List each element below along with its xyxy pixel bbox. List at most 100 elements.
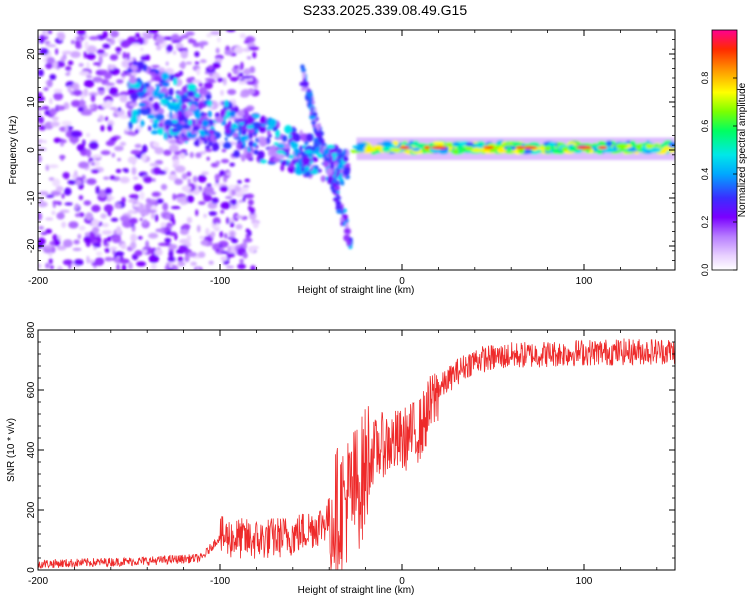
ridge-blob xyxy=(187,83,197,92)
noise-blob xyxy=(76,143,85,152)
ridge-blob xyxy=(337,162,344,170)
snr-y-tick-label: 200 xyxy=(26,501,37,518)
noise-blob xyxy=(65,72,71,76)
carrier-blob xyxy=(365,144,373,149)
noise-blob xyxy=(129,209,136,214)
noise-blob xyxy=(252,222,259,229)
noise-blob xyxy=(197,174,207,183)
noise-blob xyxy=(235,223,243,230)
noise-blob xyxy=(154,248,163,256)
noise-blob xyxy=(199,59,207,63)
noise-blob xyxy=(194,51,200,58)
ridge-blob xyxy=(148,96,153,102)
noise-blob xyxy=(230,205,238,210)
ridge-blob xyxy=(189,104,197,111)
noise-blob xyxy=(95,251,103,256)
noise-blob xyxy=(208,260,214,265)
noise-blob xyxy=(227,72,232,78)
ridge-blob xyxy=(159,92,166,97)
noise-blob xyxy=(164,237,172,243)
noise-blob xyxy=(41,105,50,110)
noise-blob xyxy=(220,250,230,254)
noise-blob xyxy=(79,99,85,108)
carrier-blob xyxy=(544,146,551,152)
noise-blob xyxy=(56,245,67,251)
noise-blob xyxy=(120,39,131,48)
noise-blob xyxy=(146,209,157,213)
ridge-blob xyxy=(222,141,232,149)
noise-blob xyxy=(72,247,82,251)
noise-blob xyxy=(80,110,92,116)
ridge-blob xyxy=(207,141,214,147)
carrier-blob xyxy=(645,143,654,149)
noise-blob xyxy=(100,213,107,219)
ridge-blob xyxy=(130,93,139,101)
noise-blob xyxy=(75,179,82,186)
ridge-blob xyxy=(186,90,195,98)
noise-blob xyxy=(246,80,256,85)
ridge-blob xyxy=(214,116,224,123)
noise-blob xyxy=(90,169,100,174)
branch-blob xyxy=(307,88,311,93)
ridge-blob xyxy=(169,110,173,120)
noise-blob xyxy=(212,217,221,225)
noise-blob xyxy=(167,256,176,263)
carrier-peak-blob xyxy=(597,145,608,150)
noise-blob xyxy=(134,128,139,134)
noise-blob xyxy=(170,206,181,210)
ridge-blob xyxy=(147,102,154,108)
noise-blob xyxy=(74,213,81,218)
ridge-blob xyxy=(157,107,165,115)
noise-blob xyxy=(163,149,172,156)
noise-blob xyxy=(64,125,69,133)
noise-blob xyxy=(239,258,244,264)
noise-blob xyxy=(97,87,105,91)
ridge-blob xyxy=(164,124,170,131)
noise-blob xyxy=(70,39,75,45)
noise-blob xyxy=(71,83,78,90)
noise-blob xyxy=(168,231,178,237)
noise-blob xyxy=(116,263,120,270)
ridge-blob xyxy=(276,149,284,155)
noise-blob xyxy=(186,234,191,243)
noise-blob xyxy=(151,191,160,197)
ridge-blob xyxy=(194,93,200,98)
noise-blob xyxy=(237,180,242,184)
colorbar: 0.0 0.2 0.4 0.6 0.8 Normalized spectral ampl… xyxy=(700,29,748,276)
noise-blob xyxy=(121,60,129,68)
noise-blob xyxy=(224,50,233,56)
noise-blob xyxy=(86,255,90,264)
noise-blob xyxy=(108,87,119,96)
ridge-blob xyxy=(138,102,147,107)
noise-blob xyxy=(83,79,95,88)
noise-blob xyxy=(150,263,157,270)
carrier-peak-blob xyxy=(523,145,538,150)
noise-blob xyxy=(105,242,110,248)
ridge-blob xyxy=(128,76,137,85)
ridge-blob xyxy=(136,108,141,117)
carrier-blob xyxy=(389,147,402,153)
noise-blob xyxy=(75,40,81,49)
branch-blob xyxy=(331,179,337,184)
noise-blob xyxy=(114,251,125,257)
noise-blob xyxy=(226,252,236,258)
noise-blob xyxy=(119,114,129,119)
branch-blob xyxy=(327,175,334,182)
noise-blob xyxy=(190,261,198,266)
noise-blob xyxy=(220,209,225,214)
noise-blob xyxy=(83,200,92,206)
ridge-blob xyxy=(175,93,180,101)
noise-blob xyxy=(73,239,80,245)
noise-blob xyxy=(208,65,214,71)
noise-blob xyxy=(244,193,255,199)
noise-blob xyxy=(246,56,252,60)
ridge-blob xyxy=(128,121,133,130)
spectrogram-y-tick-label: 0 xyxy=(26,147,37,153)
noise-blob xyxy=(228,188,232,197)
noise-blob xyxy=(141,32,153,37)
ridge-blob xyxy=(257,152,263,161)
noise-blob xyxy=(130,241,137,250)
noise-blob xyxy=(222,77,227,86)
noise-blob xyxy=(110,217,119,222)
noise-blob xyxy=(39,197,43,203)
